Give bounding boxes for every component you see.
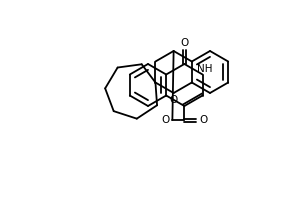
Text: O: O xyxy=(169,95,178,105)
Text: O: O xyxy=(200,115,208,125)
Text: NH: NH xyxy=(197,64,213,74)
Text: O: O xyxy=(161,115,170,125)
Text: O: O xyxy=(180,38,188,48)
